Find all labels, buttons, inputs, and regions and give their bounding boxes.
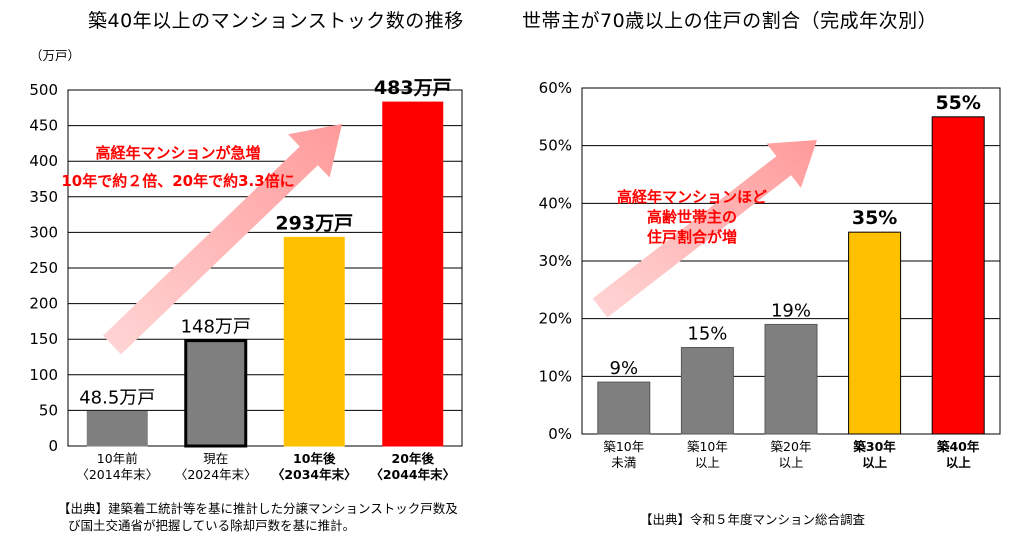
stock-plot-frame bbox=[67, 89, 463, 447]
stock-annotation-line: 10年で約２倍、20年で約3.3倍に bbox=[61, 172, 294, 190]
stock-chart-source: 【出典】建築着工統計等を基に推計した分譲マンションストック戸数及 び国土交通省が… bbox=[58, 500, 458, 534]
elderly-category-label: 以上 bbox=[695, 455, 720, 470]
elderly-category-label: 築20年 bbox=[771, 439, 812, 454]
elderly-category-label: 以上 bbox=[862, 455, 888, 470]
stock-data-label: 293万戸 bbox=[275, 212, 353, 234]
elderly-data-label: 15% bbox=[687, 324, 727, 345]
stock-data-label: 483万戸 bbox=[374, 77, 452, 99]
elderly-ytick-label: 10% bbox=[539, 367, 572, 385]
elderly-bar bbox=[680, 347, 734, 435]
stock-chart: 築40年以上のマンションストック数の推移 0 50 100 150 200 250 300 3… bbox=[29, 10, 464, 534]
elderly-ratio-chart-plot: 0%10%20%30%40%50%60%9%築10年未満15%築10年以上19%… bbox=[539, 79, 1001, 470]
elderly-source-line-1: 【出典】令和５年度マンション総合調査 bbox=[640, 512, 866, 527]
elderly-ratio-chart-title: 世帯主が70歳以上の住戸の割合（完成年次別） bbox=[522, 10, 938, 32]
stock-ytick-label: 350 bbox=[29, 188, 58, 206]
elderly-annotation-line: 高経年マンションほど bbox=[617, 188, 767, 206]
stock-ytick-label: 300 bbox=[29, 223, 58, 241]
elderly-category-label: 以上 bbox=[778, 455, 803, 470]
elderly-ytick-label: 20% bbox=[539, 310, 572, 328]
stock-ytick-label: 250 bbox=[29, 259, 58, 277]
elderly-bar bbox=[764, 323, 818, 435]
stock-bar bbox=[184, 339, 248, 448]
elderly-data-label: 19% bbox=[771, 300, 811, 321]
elderly-ytick-label: 30% bbox=[539, 252, 572, 270]
stock-ytick-label: 200 bbox=[29, 295, 58, 313]
elderly-category-label: 築10年 bbox=[603, 439, 644, 454]
elderly-category-label: 築40年 bbox=[936, 439, 980, 454]
stock-category-label: 現在 bbox=[203, 451, 228, 466]
stock-bar bbox=[283, 236, 345, 447]
stock-bar bbox=[86, 410, 148, 447]
elderly-category-label: 未満 bbox=[611, 455, 636, 470]
elderly-data-label: 35% bbox=[852, 207, 897, 229]
stock-ytick-label: 400 bbox=[29, 152, 58, 170]
elderly-trend-arrow bbox=[592, 140, 817, 318]
stock-category-label: 20年後 bbox=[392, 451, 435, 466]
elderly-data-label: 9% bbox=[610, 358, 639, 379]
stock-unit-label: （万戸） bbox=[30, 48, 80, 63]
stock-data-label: 48.5万戸 bbox=[79, 387, 155, 408]
stock-ytick-label: 500 bbox=[29, 81, 58, 99]
stock-data-label: 148万戸 bbox=[181, 317, 251, 338]
elderly-annotation-line: 高齢世帯主の bbox=[647, 208, 737, 226]
stock-category-label: 〈2044年末〉 bbox=[370, 467, 455, 482]
stock-category-label: 〈2024年末〉 bbox=[175, 467, 257, 482]
stock-category-label: 〈2034年末〉 bbox=[272, 467, 357, 482]
elderly-category-label: 築30年 bbox=[852, 439, 896, 454]
elderly-bar bbox=[848, 231, 902, 435]
elderly-category-label: 以上 bbox=[946, 455, 972, 470]
stock-annotation-line: 高経年マンションが急増 bbox=[95, 144, 260, 162]
stock-category-label: 10年後 bbox=[293, 451, 336, 466]
elderly-ratio-chart-source: 【出典】令和５年度マンション総合調査 bbox=[640, 511, 865, 528]
stock-trend-arrow bbox=[102, 124, 342, 355]
stock-chart-plot: 0 50 100 150 200 250 300 350 400 450 500 48.5万戸 10年前… bbox=[29, 48, 463, 482]
elderly-data-label: 55% bbox=[935, 92, 980, 114]
stock-ytick-label: 0 bbox=[48, 437, 58, 455]
elderly-ytick-label: 60% bbox=[539, 79, 572, 97]
stock-ytick-label: 150 bbox=[29, 330, 58, 348]
elderly-bar bbox=[597, 381, 651, 435]
elderly-ytick-label: 50% bbox=[539, 137, 572, 155]
elderly-ytick-label: 0% bbox=[548, 425, 572, 443]
stock-chart-title: 築40年以上のマンションストック数の推移 bbox=[88, 10, 464, 32]
elderly-bar bbox=[931, 116, 985, 435]
stock-source-line-2: び国土交通省が把握している除却戸数を基に推計。 bbox=[68, 518, 356, 533]
stock-ytick-label: 50 bbox=[39, 401, 58, 419]
stock-category-label: 〈2014年末〉 bbox=[76, 467, 158, 482]
elderly-ratio-chart: 世帯主が70歳以上の住戸の割合（完成年次別） 0% 10% 20% 30% 40% 50%… bbox=[512, 0, 1024, 548]
stock-source-line-1: 【出典】建築着工統計等を基に推計した分譲マンションストック戸数及 bbox=[58, 501, 458, 516]
stock-ytick-label: 100 bbox=[29, 366, 58, 384]
elderly-category-label: 築10年 bbox=[687, 439, 728, 454]
elderly-annotation-line: 住戸割合が増 bbox=[647, 228, 737, 246]
stock-category-label: 10年前 bbox=[97, 451, 138, 466]
stock-bar bbox=[382, 101, 444, 447]
elderly-ytick-label: 40% bbox=[539, 194, 572, 212]
stock-ytick-label: 450 bbox=[29, 117, 58, 135]
